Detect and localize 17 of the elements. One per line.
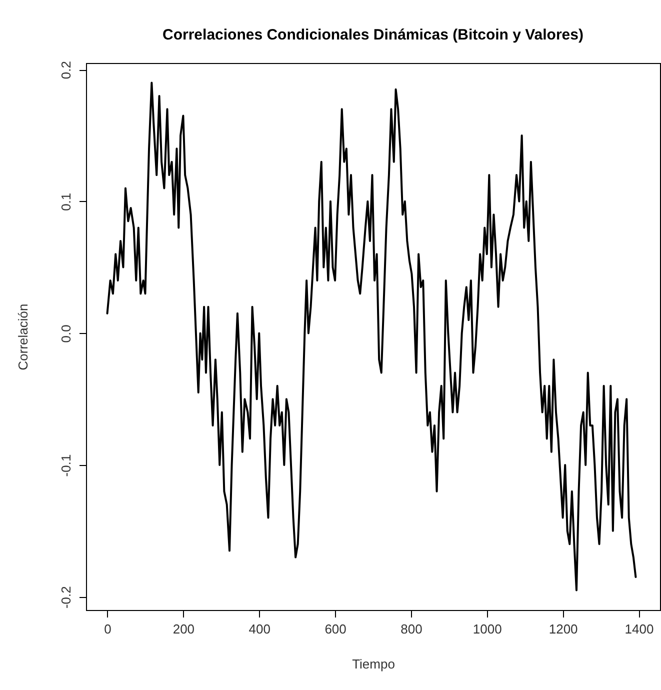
y-tick-label: 0.1 — [58, 192, 74, 211]
x-axis-title: Tiempo — [352, 656, 395, 672]
y-axis-title: Correlación — [16, 304, 30, 370]
y-tick-label: 0.2 — [58, 61, 74, 80]
x-tick-label: 400 — [248, 622, 270, 636]
x-tick-label: 1200 — [548, 622, 578, 636]
x-tick-label: 800 — [400, 622, 422, 636]
y-tick-label: -0.1 — [58, 454, 74, 477]
x-tick-label: 600 — [324, 622, 346, 636]
x-tick-label: 200 — [172, 622, 195, 636]
line-series — [106, 82, 637, 592]
y-tick-label: -0.2 — [58, 586, 74, 609]
x-tick-label: 1000 — [472, 622, 502, 636]
y-tick-label: 0.0 — [58, 324, 74, 343]
x-tick-label: 0 — [104, 622, 112, 636]
chart-title: Correlaciones Condicionales Dinámicas (Bitcoin y Valores) — [162, 26, 584, 44]
x-tick-label: 1400 — [624, 622, 654, 636]
